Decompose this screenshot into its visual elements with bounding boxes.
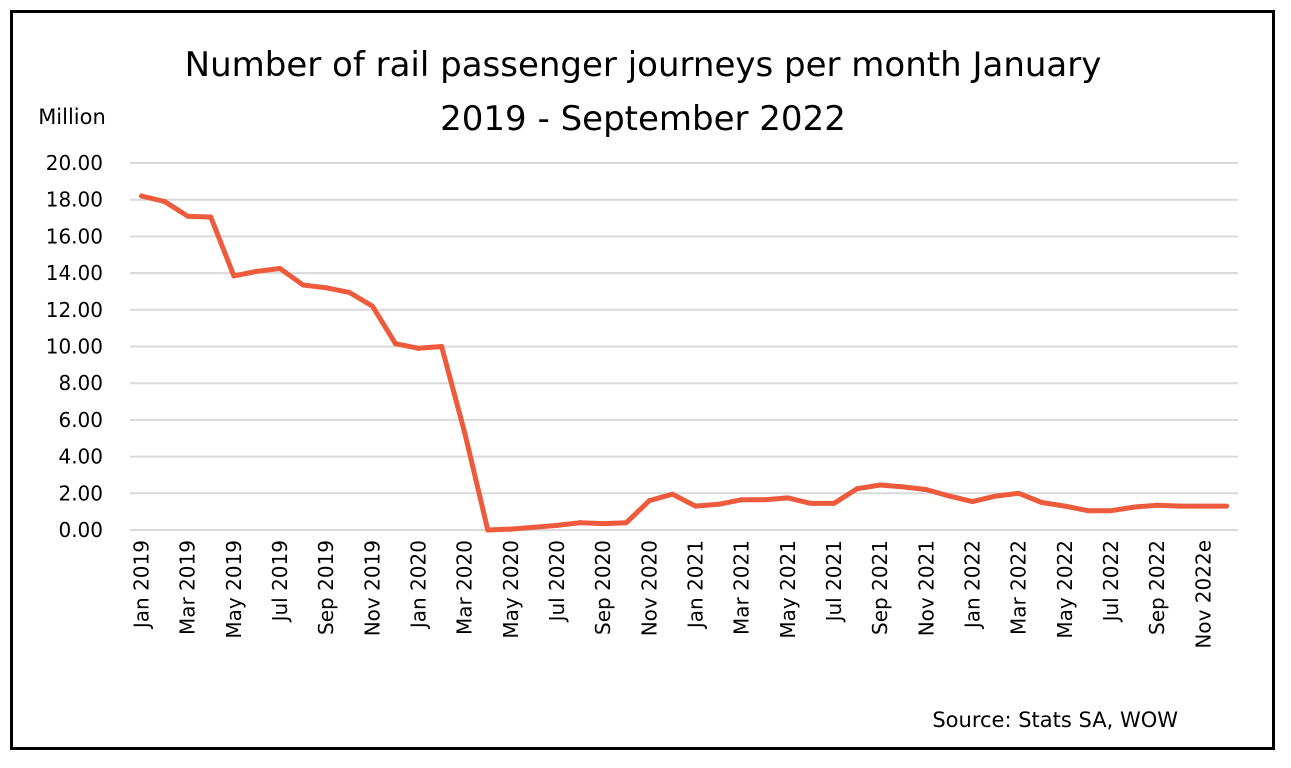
gridlines	[130, 162, 1238, 531]
data-point	[854, 486, 860, 492]
x-tick-label: Nov 2020	[637, 540, 661, 636]
data-point	[554, 522, 560, 528]
data-point	[531, 524, 537, 530]
data-point	[946, 493, 952, 499]
data-point	[1108, 508, 1114, 514]
data-point	[1016, 490, 1022, 496]
y-tick-label: 10.00	[46, 335, 103, 359]
y-tick-label: 2.00	[58, 481, 103, 505]
series-line	[139, 193, 1229, 533]
data-point	[577, 520, 583, 526]
data-point	[300, 282, 306, 288]
data-point	[462, 430, 468, 436]
data-point	[923, 487, 929, 493]
y-tick-label: 4.00	[58, 445, 103, 469]
data-point	[877, 482, 883, 488]
x-tick-label: Jul 2019	[268, 540, 292, 623]
x-tick-label: May 2020	[499, 540, 523, 639]
x-tick-label: Jul 2022	[1099, 540, 1123, 623]
data-point	[231, 273, 237, 279]
data-point	[762, 497, 768, 503]
y-tick-label: 12.00	[46, 298, 103, 322]
data-point	[1039, 499, 1045, 505]
x-tick-label: Mar 2019	[176, 540, 200, 635]
x-tick-label: Jan 2020	[407, 540, 431, 630]
x-tick-label: Sep 2019	[314, 540, 338, 635]
y-tick-label: 20.00	[46, 151, 103, 175]
data-point	[323, 285, 329, 291]
data-point	[669, 491, 675, 497]
x-tick-label: Mar 2020	[453, 540, 477, 635]
data-point	[369, 303, 375, 309]
line-chart: Number of rail passenger journeys per mo…	[38, 45, 1238, 732]
y-tick-label: 6.00	[58, 408, 103, 432]
data-point	[993, 493, 999, 499]
x-tick-label: Nov 2019	[360, 540, 384, 636]
data-point	[185, 213, 191, 219]
data-point	[1062, 503, 1068, 509]
x-tick-label: Jul 2021	[822, 540, 846, 623]
y-unit-label: Million	[38, 105, 106, 129]
x-tick-label: Mar 2022	[1007, 540, 1031, 635]
data-point	[1177, 503, 1183, 509]
data-point	[254, 268, 260, 274]
x-tick-label: Mar 2021	[730, 540, 754, 635]
x-tick-label: Jul 2020	[545, 540, 569, 623]
x-tick-label: Sep 2021	[868, 540, 892, 635]
data-point	[416, 345, 422, 351]
chart-frame: Number of rail passenger journeys per mo…	[10, 10, 1275, 750]
y-tick-label: 14.00	[46, 261, 103, 285]
data-point	[1200, 503, 1206, 509]
data-point	[693, 503, 699, 509]
data-point	[1223, 503, 1229, 509]
data-point	[739, 497, 745, 503]
data-point	[785, 495, 791, 501]
data-point	[716, 501, 722, 507]
data-point	[1085, 508, 1091, 514]
data-point	[139, 193, 145, 199]
chart-title-line-1: Number of rail passenger journeys per mo…	[185, 45, 1102, 85]
data-point	[831, 500, 837, 506]
x-tick-label: May 2019	[222, 540, 246, 639]
x-tick-label: Jan 2019	[130, 540, 154, 630]
data-point	[392, 341, 398, 347]
data-point	[900, 484, 906, 490]
data-point	[808, 500, 814, 506]
y-tick-label: 18.00	[46, 188, 103, 212]
x-tick-label: Nov 2022e	[1191, 540, 1215, 649]
source-note: Source: Stats SA, WOW	[932, 708, 1178, 732]
data-point	[1154, 502, 1160, 508]
chart-title-line-2: 2019 - September 2022	[440, 99, 846, 139]
y-axis-ticks: 0.00 2.00 4.00 6.00 8.00 10.00 12.00 14.00 16.00…	[46, 151, 103, 542]
data-point	[623, 520, 629, 526]
x-tick-label: May 2021	[776, 540, 800, 639]
y-tick-label: 0.00	[58, 518, 103, 542]
data-point	[646, 498, 652, 504]
data-point	[970, 499, 976, 505]
series-layer	[139, 193, 1229, 533]
x-tick-label: Jan 2021	[684, 540, 708, 630]
data-point	[162, 199, 168, 205]
data-point	[346, 289, 352, 295]
x-tick-label: Jan 2022	[961, 540, 985, 630]
x-tick-label: Sep 2022	[1145, 540, 1169, 635]
data-point	[208, 214, 214, 220]
data-point	[485, 527, 491, 533]
x-tick-label: Sep 2020	[591, 540, 615, 635]
x-axis-ticks: Jan 2019 Mar 2019 May 2019 Jul 2019 Sep 2019…	[130, 540, 1216, 649]
x-tick-label: Nov 2021	[914, 540, 938, 636]
y-tick-label: 16.00	[46, 224, 103, 248]
data-point	[508, 526, 514, 532]
data-point	[439, 344, 445, 349]
data-point	[600, 521, 606, 527]
x-tick-label: May 2022	[1053, 540, 1077, 639]
y-tick-label: 8.00	[58, 371, 103, 395]
data-point	[277, 266, 283, 272]
data-point	[1131, 504, 1137, 510]
